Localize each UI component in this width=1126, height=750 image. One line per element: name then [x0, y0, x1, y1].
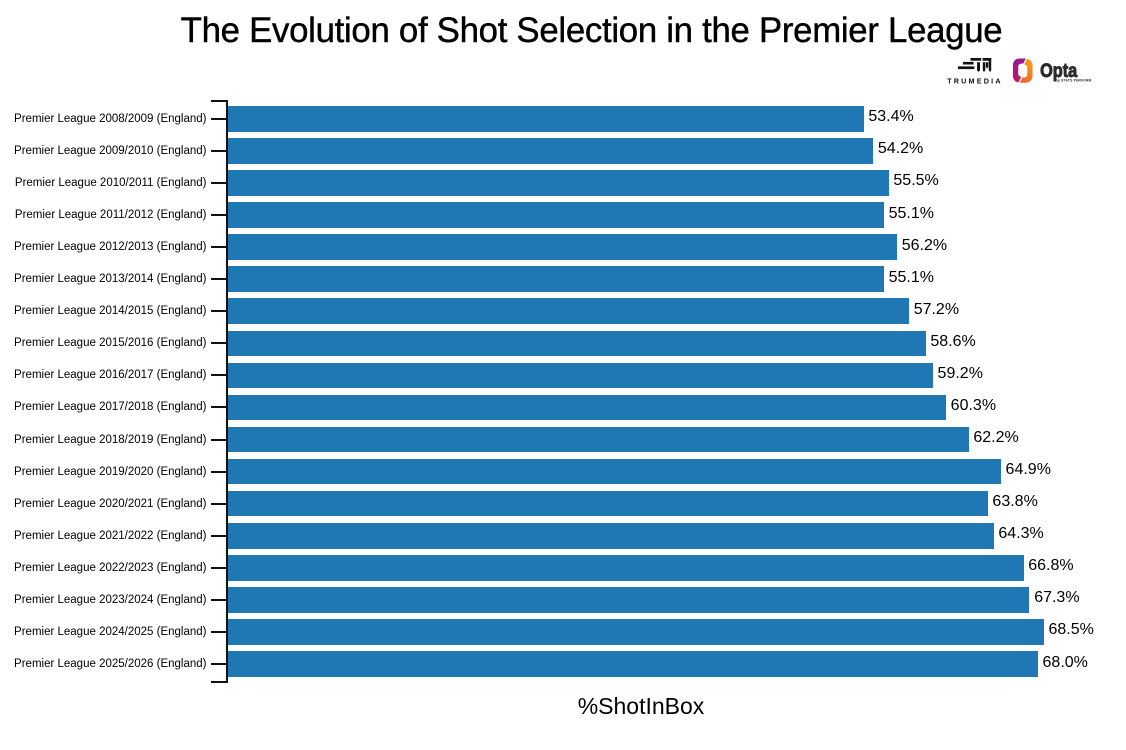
svg-text:Opta: Opta: [1040, 60, 1078, 82]
svg-text:by STATS PERFORM: by STATS PERFORM: [1056, 78, 1092, 82]
svg-text:TRUMEDIA: TRUMEDIA: [947, 76, 1003, 85]
